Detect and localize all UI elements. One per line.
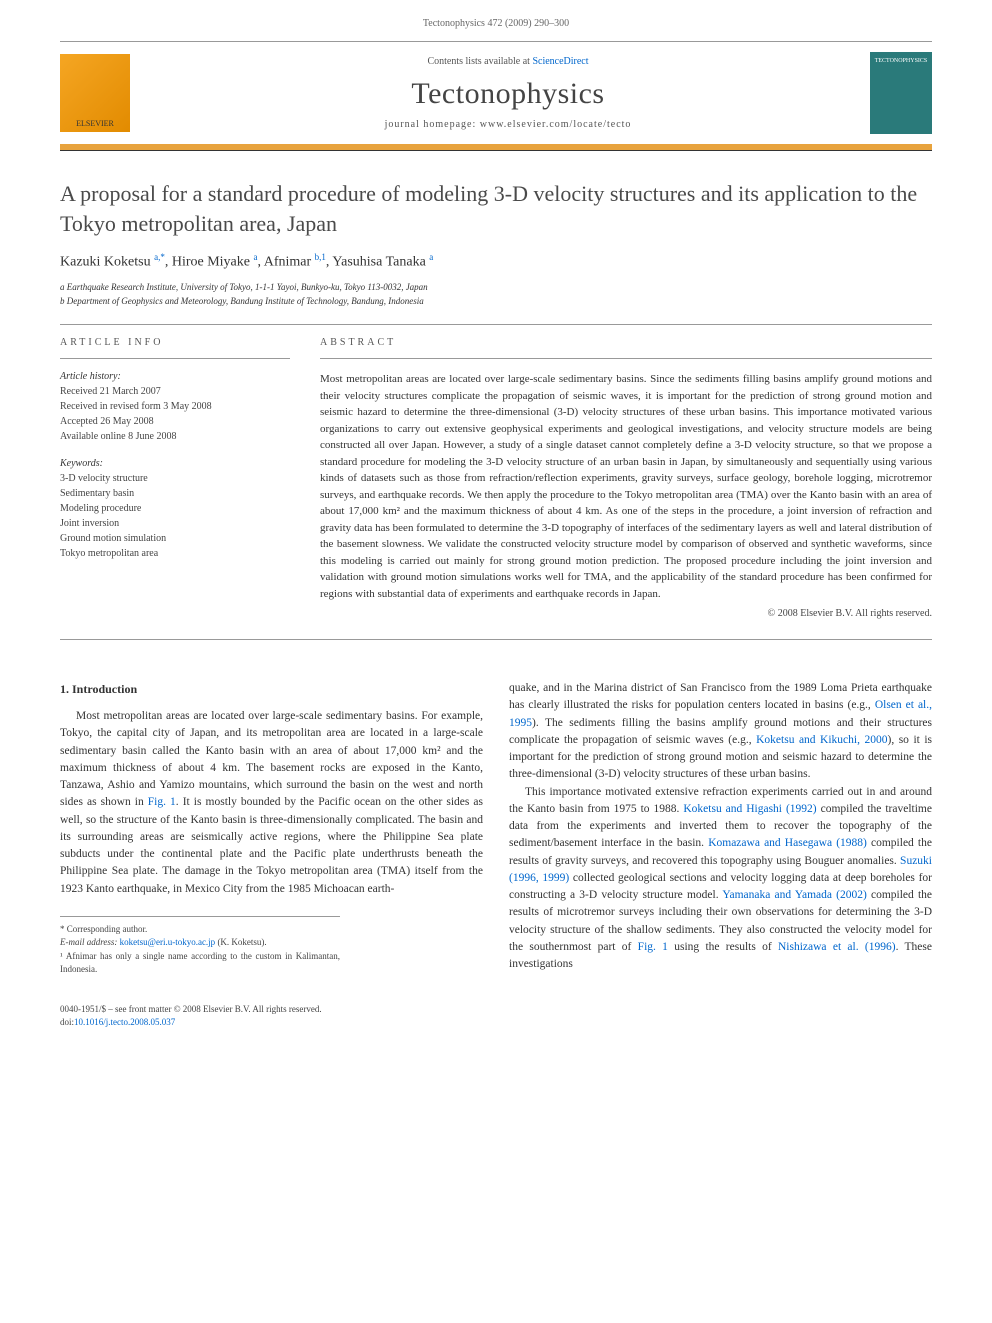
footnote-1: ¹ Afnimar has only a single name accordi… xyxy=(60,950,340,977)
history-item: Accepted 26 May 2008 xyxy=(60,414,290,429)
keyword: Joint inversion xyxy=(60,516,290,531)
footnotes: * Corresponding author. E-mail address: … xyxy=(60,916,340,977)
author: Kazuki Koketsu xyxy=(60,255,151,270)
body-paragraph: This importance motivated extensive refr… xyxy=(509,784,932,974)
contents-prefix: Contents lists available at xyxy=(427,56,532,67)
body-columns: 1. Introduction Most metropolitan areas … xyxy=(0,672,992,997)
abstract-text: Most metropolitan areas are located over… xyxy=(320,371,932,602)
abstract-heading: ABSTRACT xyxy=(320,337,932,348)
keyword: Modeling procedure xyxy=(60,501,290,516)
citation-ref[interactable]: Komazawa and Hasegawa (1988) xyxy=(708,837,867,849)
orange-divider-bar xyxy=(60,144,932,150)
affiliation: a Earthquake Research Institute, Univers… xyxy=(60,281,932,295)
text: . It is mostly bounded by the Pacific oc… xyxy=(60,796,483,894)
author: Afnimar xyxy=(264,255,311,270)
article-header: A proposal for a standard procedure of m… xyxy=(0,151,992,672)
author-sup[interactable]: a xyxy=(429,252,433,262)
citation-ref[interactable]: Yamanaka and Yamada (2002) xyxy=(722,889,867,901)
history-item: Received 21 March 2007 xyxy=(60,384,290,399)
info-abstract-row: ARTICLE INFO Article history: Received 2… xyxy=(60,337,932,619)
journal-name: Tectonophysics xyxy=(146,77,870,111)
issn-line: 0040-1951/$ – see front matter © 2008 El… xyxy=(60,1003,932,1017)
abstract-column: ABSTRACT Most metropolitan areas are loc… xyxy=(320,337,932,619)
keyword: Ground motion simulation xyxy=(60,531,290,546)
keyword: 3-D velocity structure xyxy=(60,471,290,486)
author-sup[interactable]: a,* xyxy=(154,252,165,262)
author-sup[interactable]: b,1 xyxy=(315,252,326,262)
homepage-prefix: journal homepage: xyxy=(385,119,480,130)
divider xyxy=(320,358,932,359)
doi-prefix: doi: xyxy=(60,1017,74,1027)
corresponding-author: * Corresponding author. xyxy=(60,923,340,937)
sciencedirect-link[interactable]: ScienceDirect xyxy=(532,56,588,67)
body-column-right: quake, and in the Marina district of San… xyxy=(509,680,932,977)
contents-line: Contents lists available at ScienceDirec… xyxy=(146,56,870,67)
banner-container: ELSEVIER Contents lists available at Sci… xyxy=(60,41,932,151)
figure-ref[interactable]: Fig. 1 xyxy=(638,941,668,953)
divider xyxy=(60,639,932,640)
affiliation: b Department of Geophysics and Meteorolo… xyxy=(60,295,932,309)
divider xyxy=(60,324,932,325)
figure-ref[interactable]: Fig. 1 xyxy=(148,796,176,808)
divider xyxy=(60,358,290,359)
keywords-block: Keywords: 3-D velocity structure Sedimen… xyxy=(60,458,290,561)
citation-ref[interactable]: Koketsu and Kikuchi, 2000 xyxy=(756,734,887,746)
article-info-column: ARTICLE INFO Article history: Received 2… xyxy=(60,337,290,619)
banner-center: Contents lists available at ScienceDirec… xyxy=(146,56,870,130)
keywords-label: Keywords: xyxy=(60,458,290,469)
authors-line: Kazuki Koketsu a,*, Hiroe Miyake a, Afni… xyxy=(60,252,932,271)
author: Yasuhisa Tanaka xyxy=(332,255,425,270)
email-label: E-mail address: xyxy=(60,937,120,947)
affiliations: a Earthquake Research Institute, Univers… xyxy=(60,281,932,308)
running-head: Tectonophysics 472 (2009) 290–300 xyxy=(0,0,992,37)
body-column-left: 1. Introduction Most metropolitan areas … xyxy=(60,680,483,977)
article-info-heading: ARTICLE INFO xyxy=(60,337,290,348)
author: Hiroe Miyake xyxy=(172,255,250,270)
doi-line: doi:10.1016/j.tecto.2008.05.037 xyxy=(60,1016,932,1030)
email-suffix: (K. Koketsu). xyxy=(215,937,267,947)
text: using the results of xyxy=(668,941,778,953)
abstract-copyright: © 2008 Elsevier B.V. All rights reserved… xyxy=(320,608,932,619)
body-paragraph: Most metropolitan areas are located over… xyxy=(60,708,483,898)
text: quake, and in the Marina district of San… xyxy=(509,682,932,711)
body-paragraph: quake, and in the Marina district of San… xyxy=(509,680,932,784)
elsevier-logo: ELSEVIER xyxy=(60,54,130,132)
section-heading-intro: 1. Introduction xyxy=(60,680,483,698)
history-label: Article history: xyxy=(60,371,290,382)
keyword: Tokyo metropolitan area xyxy=(60,546,290,561)
doi-link[interactable]: 10.1016/j.tecto.2008.05.037 xyxy=(74,1017,175,1027)
keyword: Sedimentary basin xyxy=(60,486,290,501)
text: Most metropolitan areas are located over… xyxy=(60,710,483,808)
article-title: A proposal for a standard procedure of m… xyxy=(60,179,932,238)
email-link[interactable]: koketsu@eri.u-tokyo.ac.jp xyxy=(120,937,216,947)
history-item: Available online 8 June 2008 xyxy=(60,429,290,444)
journal-cover-thumbnail: TECTONOPHYSICS xyxy=(870,52,932,134)
banner: ELSEVIER Contents lists available at Sci… xyxy=(60,42,932,144)
email-line: E-mail address: koketsu@eri.u-tokyo.ac.j… xyxy=(60,936,340,950)
homepage-url: www.elsevier.com/locate/tecto xyxy=(480,119,632,130)
citation-ref[interactable]: Koketsu and Higashi (1992) xyxy=(683,803,816,815)
author-sup[interactable]: a xyxy=(254,252,258,262)
citation-ref[interactable]: Nishizawa et al. (1996) xyxy=(778,941,896,953)
footer: 0040-1951/$ – see front matter © 2008 El… xyxy=(0,997,992,1050)
history-item: Received in revised form 3 May 2008 xyxy=(60,399,290,414)
homepage-line: journal homepage: www.elsevier.com/locat… xyxy=(146,119,870,130)
